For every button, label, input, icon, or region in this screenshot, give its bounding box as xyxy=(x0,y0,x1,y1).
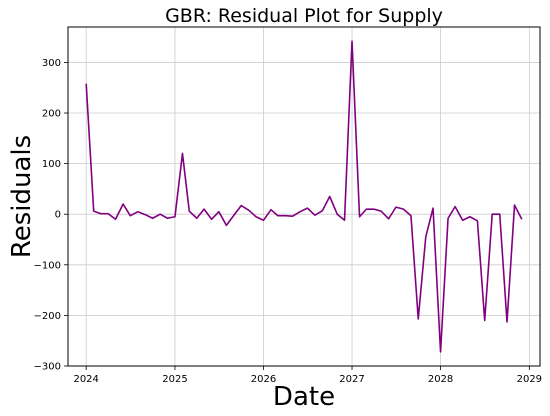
y-tick-label: −200 xyxy=(34,311,61,322)
y-tick-label: −300 xyxy=(34,362,61,373)
x-tick-label: 2025 xyxy=(162,374,187,385)
y-tick-label: 100 xyxy=(42,159,61,170)
plot-area-frame xyxy=(67,26,541,367)
x-tick-label: 2029 xyxy=(517,374,542,385)
y-axis-ticks: −300 −200 −100 0 100 200 300 xyxy=(34,58,68,373)
chart-title: GBR: Residual Plot for Supply xyxy=(165,5,443,27)
residual-series-line xyxy=(85,40,523,353)
y-axis-label: Residuals xyxy=(7,135,37,258)
x-tick-label: 2026 xyxy=(251,374,276,385)
x-axis-label: Date xyxy=(273,382,335,412)
x-axis-ticks: 2024 2025 2026 2027 2028 2029 xyxy=(73,366,542,385)
y-tick-label: −100 xyxy=(34,260,61,271)
grid-lines xyxy=(68,27,540,367)
y-tick-label: 0 xyxy=(55,210,61,221)
x-tick-label: 2024 xyxy=(73,374,98,385)
y-tick-label: 200 xyxy=(42,109,61,120)
x-tick-label: 2027 xyxy=(339,374,364,385)
x-tick-label: 2028 xyxy=(428,374,453,385)
y-tick-label: 300 xyxy=(42,58,61,69)
